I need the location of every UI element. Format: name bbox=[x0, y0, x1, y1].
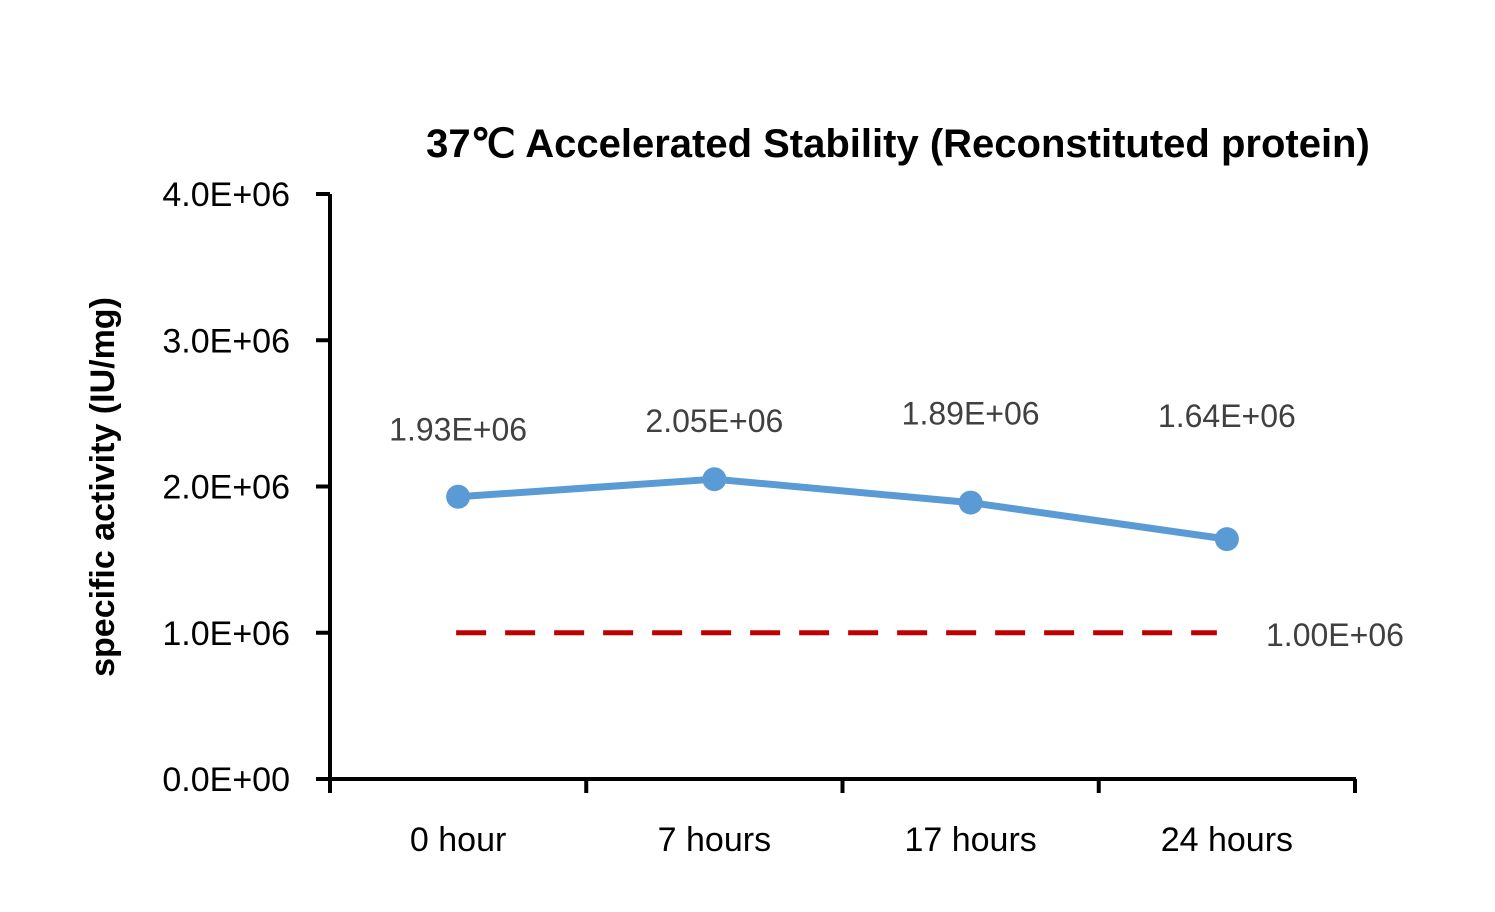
data-label: 2.05E+06 bbox=[645, 403, 783, 439]
data-point bbox=[1214, 527, 1239, 552]
y-tick-label: 3.0E+06 bbox=[162, 322, 290, 360]
y-tick-label: 2.0E+06 bbox=[162, 469, 290, 507]
data-point bbox=[446, 484, 471, 509]
x-tick-label: 17 hours bbox=[904, 821, 1036, 859]
data-label: 1.64E+06 bbox=[1158, 398, 1296, 434]
data-point bbox=[958, 490, 983, 515]
series-layer: 1.00E+06 1.93E+06 2.05E+06 1.89E+06 1.64E+06 bbox=[389, 396, 1404, 653]
y-tick-label: 4.0E+06 bbox=[162, 176, 290, 214]
data-label: 1.89E+06 bbox=[902, 396, 1040, 432]
series-line bbox=[457, 475, 1228, 543]
data-label: 1.93E+06 bbox=[389, 412, 527, 448]
data-point bbox=[702, 467, 727, 492]
chart-title: 37℃ Accelerated Stability (Reconstituted… bbox=[426, 122, 1370, 166]
reference-line-label: 1.00E+06 bbox=[1266, 617, 1404, 653]
x-tick-label: 0 hour bbox=[410, 821, 506, 859]
y-ticks: 0.0E+00 1.0E+06 2.0E+06 3.0E+06 4.0E+06 bbox=[162, 176, 330, 799]
x-ticks: 0 hour 7 hours 17 hours 24 hours bbox=[328, 779, 1357, 859]
y-tick-label: 0.0E+00 bbox=[162, 761, 290, 799]
x-tick-label: 7 hours bbox=[658, 821, 771, 859]
x-tick-label: 24 hours bbox=[1161, 821, 1293, 859]
y-tick-label: 1.0E+06 bbox=[162, 615, 290, 653]
y-axis-label: specific activity (IU/mg) bbox=[84, 297, 122, 677]
